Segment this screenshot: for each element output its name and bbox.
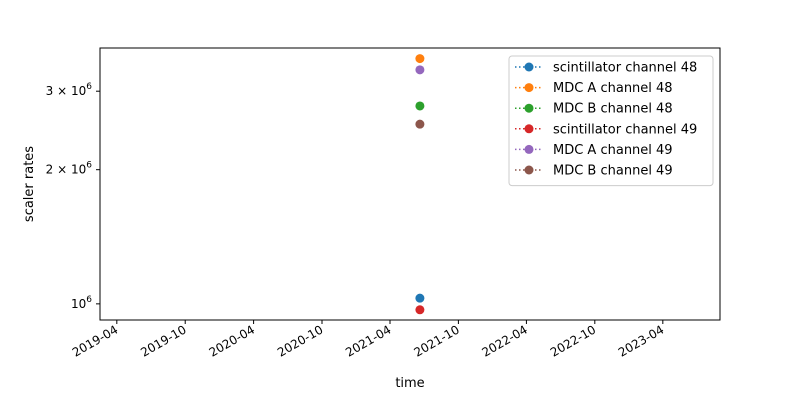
legend-marker-4	[524, 144, 534, 154]
x-tick-label-3: 2020-10	[275, 322, 325, 359]
x-tick-label-2: 2020-04	[207, 322, 257, 359]
x-tick-label-5: 2021-10	[411, 322, 461, 359]
legend-label-3: scintillator channel 49	[553, 122, 697, 137]
y-axis-label: scaler rates	[22, 146, 37, 222]
x-tick-label-6: 2022-04	[479, 322, 529, 359]
plot-frame	[99, 47, 721, 321]
point-series-3-0	[415, 305, 425, 315]
legend-marker-5	[524, 165, 534, 175]
legend-marker-0	[524, 62, 534, 72]
x-tick-label-0: 2019-04	[70, 322, 120, 359]
legend: scintillator channel 48 MDC A channel 48 M…	[508, 55, 714, 187]
y-tick-label-1: 2 × 106	[46, 161, 93, 177]
legend-label-2: MDC B channel 48	[553, 102, 673, 117]
x-tick-label-1: 2019-10	[138, 322, 188, 359]
data-points	[415, 54, 425, 315]
point-series-5-0	[415, 119, 425, 129]
x-tick-label-7: 2022-10	[548, 322, 598, 359]
legend-marker-3	[524, 124, 534, 134]
point-series-4-0	[415, 65, 425, 75]
x-tick-label-8: 2023-04	[616, 322, 666, 359]
x-axis-label: time	[395, 376, 424, 391]
legend-box	[508, 55, 714, 187]
x-axis: 2019-04 2019-10 2020-04 2020-10 2021-04 2021-…	[70, 320, 666, 360]
legend-label-4: MDC A channel 49	[553, 143, 673, 158]
point-series-0-0	[415, 293, 425, 303]
point-series-1-0	[415, 54, 425, 64]
legend-label-5: MDC B channel 49	[553, 164, 673, 179]
legend-label-0: scintillator channel 48	[553, 61, 697, 76]
point-series-2-0	[415, 101, 425, 111]
legend-label-1: MDC A channel 48	[553, 81, 673, 96]
y-tick-label-0: 106	[71, 295, 92, 311]
x-tick-label-4: 2021-04	[343, 322, 393, 359]
legend-marker-2	[524, 103, 534, 113]
y-axis: 106 2 × 106 3 × 106	[46, 82, 100, 311]
y-tick-label-2: 3 × 106	[46, 82, 93, 98]
legend-marker-1	[524, 83, 534, 93]
